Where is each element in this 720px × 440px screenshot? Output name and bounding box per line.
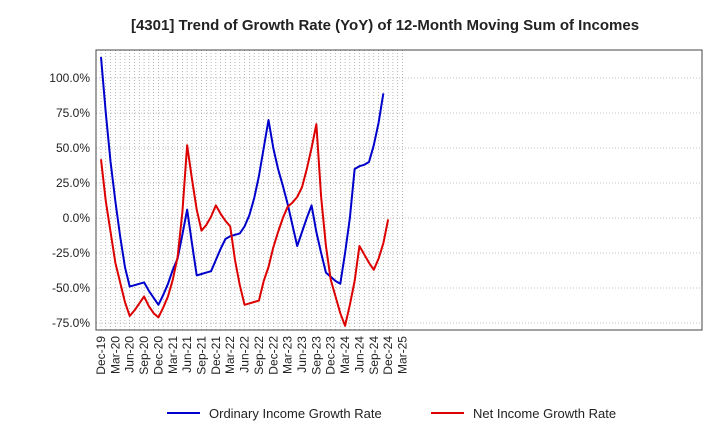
x-tick-label: Sep-21 bbox=[194, 336, 208, 375]
x-tick-label: Dec-20 bbox=[151, 336, 165, 375]
legend-label: Ordinary Income Growth Rate bbox=[209, 406, 382, 421]
series-line-net-income bbox=[100, 123, 390, 327]
x-tick-label: Mar-24 bbox=[338, 336, 352, 374]
chart-title: [4301] Trend of Growth Rate (YoY) of 12-… bbox=[131, 17, 639, 34]
x-tick-label: Jun-23 bbox=[295, 336, 309, 373]
y-tick-label: 75.0% bbox=[56, 106, 90, 120]
y-tick-label: -75.0% bbox=[52, 316, 90, 330]
legend: Ordinary Income Growth Rate Net Income Gr… bbox=[167, 406, 616, 421]
x-tick-label: Dec-23 bbox=[324, 336, 338, 375]
y-axis-tick-labels: 100.0% 75.0% 50.0% 25.0% 0.0% -25.0% -50.0% -75… bbox=[49, 71, 90, 330]
x-tick-label: Sep-22 bbox=[252, 336, 266, 375]
y-tick-label: 25.0% bbox=[56, 176, 90, 190]
x-tick-label: Jun-20 bbox=[123, 336, 137, 373]
x-tick-label: Mar-22 bbox=[223, 336, 237, 374]
x-tick-label: Dec-24 bbox=[381, 336, 395, 375]
series-lines bbox=[100, 56, 390, 327]
plot-frame bbox=[95, 49, 703, 331]
x-tick-label: Jun-21 bbox=[180, 336, 194, 373]
series-line-ordinary-income bbox=[100, 56, 385, 306]
grid-lines bbox=[96, 50, 702, 330]
x-tick-label: Dec-21 bbox=[209, 336, 223, 375]
x-tick-label: Jun-24 bbox=[352, 336, 366, 373]
x-tick-label: Sep-20 bbox=[137, 336, 151, 375]
x-axis-tick-labels: Dec-19 Mar-20 Jun-20 Sep-20 Dec-20 Mar-21 Jun-… bbox=[94, 336, 409, 375]
x-tick-label: Mar-25 bbox=[395, 336, 409, 374]
y-tick-label: 0.0% bbox=[63, 211, 91, 225]
x-tick-label: Sep-24 bbox=[367, 336, 381, 375]
y-tick-label: 100.0% bbox=[49, 71, 90, 85]
y-tick-label: 50.0% bbox=[56, 141, 90, 155]
y-tick-label: -25.0% bbox=[52, 246, 90, 260]
x-tick-label: Dec-22 bbox=[266, 336, 280, 375]
y-tick-label: -50.0% bbox=[52, 281, 90, 295]
x-tick-label: Mar-20 bbox=[108, 336, 122, 374]
x-tick-label: Mar-23 bbox=[281, 336, 295, 374]
x-tick-label: Sep-23 bbox=[309, 336, 323, 375]
x-tick-label: Mar-21 bbox=[166, 336, 180, 374]
x-tick-label: Dec-19 bbox=[94, 336, 108, 375]
x-tick-label: Jun-22 bbox=[238, 336, 252, 373]
legend-label: Net Income Growth Rate bbox=[473, 406, 616, 421]
